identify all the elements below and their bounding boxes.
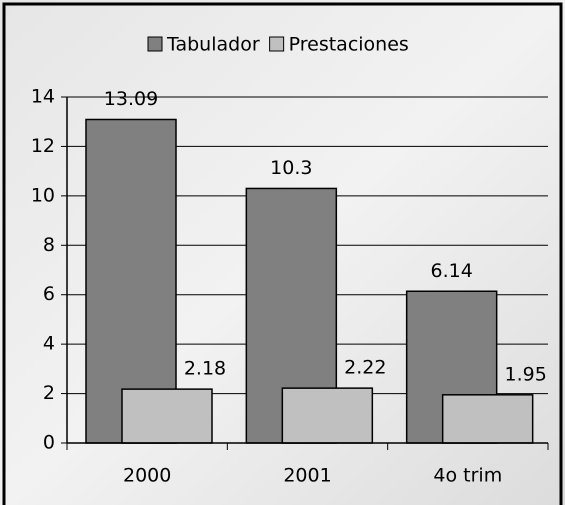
data-label: 2.22	[344, 357, 386, 379]
x-tick-label: 4o trim	[433, 465, 502, 487]
data-label: 2.18	[184, 358, 226, 380]
y-tick-label: 12	[31, 135, 55, 157]
y-tick-label: 10	[31, 184, 55, 206]
y-tick-label: 2	[43, 382, 55, 404]
legend-swatch	[147, 36, 163, 52]
y-tick-label: 4	[43, 333, 55, 355]
legend-label: Tabulador	[166, 34, 260, 56]
y-tick-label: 0	[43, 432, 55, 454]
x-tick-label: 2000	[123, 465, 171, 487]
data-label: 13.09	[104, 88, 158, 110]
data-label: 1.95	[505, 363, 547, 385]
bar	[281, 387, 374, 444]
y-tick-label: 6	[43, 283, 55, 305]
y-tick-label: 14	[31, 86, 55, 108]
data-label: 10.3	[270, 157, 312, 179]
legend-label: Prestaciones	[289, 34, 409, 56]
legend-swatch	[269, 36, 285, 52]
y-tick-label: 8	[43, 234, 55, 256]
bar	[121, 388, 213, 444]
bar	[441, 394, 534, 444]
x-tick-label: 2001	[283, 465, 331, 487]
data-label: 6.14	[431, 260, 473, 282]
